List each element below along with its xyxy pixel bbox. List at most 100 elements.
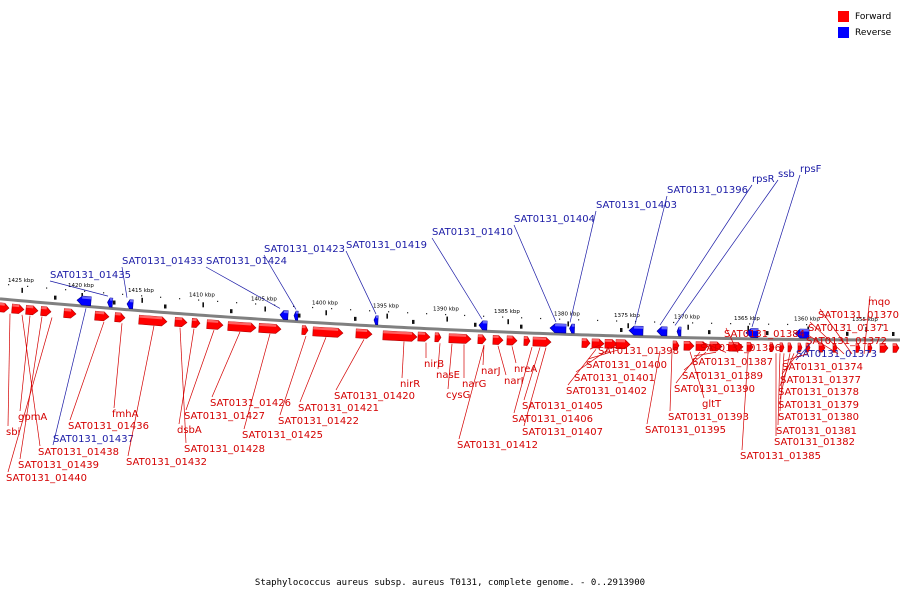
forward-gene-label: SAT0131_01400 <box>586 349 667 371</box>
feature-mark <box>230 309 233 314</box>
scale-tick <box>687 324 689 330</box>
scale-dot <box>673 321 675 324</box>
scale-dot <box>540 317 542 320</box>
scale-tick-label: 1355 kbp <box>852 317 878 323</box>
svg-text:SAT0131_01389: SAT0131_01389 <box>682 371 763 382</box>
scale-tick-label: 1375 kbp <box>614 313 640 319</box>
scale-tick-label: 1395 kbp <box>373 304 399 310</box>
forward-gene-label: nirB <box>424 342 444 370</box>
scale-tick-label: 1385 kbp <box>494 309 520 315</box>
scale-dot <box>464 314 466 317</box>
legend-forward-label: Forward <box>855 11 892 22</box>
svg-text:SAT0131_01437: SAT0131_01437 <box>53 434 134 445</box>
svg-text:SAT0131_01396: SAT0131_01396 <box>667 185 748 196</box>
scale-dot <box>293 305 295 307</box>
scale-dot <box>559 318 561 320</box>
svg-text:SAT0131_01402: SAT0131_01402 <box>566 386 647 397</box>
svg-text:SAT0131_01387: SAT0131_01387 <box>692 357 773 368</box>
scale-tick <box>507 319 509 325</box>
scale-dot <box>255 303 257 305</box>
svg-text:SAT0131_01435: SAT0131_01435 <box>50 270 131 281</box>
reverse-gene-label: SAT0131_01410 <box>431 227 513 320</box>
svg-text:SAT0131_01403: SAT0131_01403 <box>596 200 677 211</box>
svg-text:SAT0131_01385: SAT0131_01385 <box>740 451 821 462</box>
svg-text:SAT0131_01405: SAT0131_01405 <box>522 401 603 412</box>
forward-gene <box>746 342 754 352</box>
forward-gene <box>94 310 110 322</box>
forward-gene <box>855 343 861 353</box>
svg-text:SAT0131_01433: SAT0131_01433 <box>122 256 203 267</box>
forward-gene-label: SAT0131_01421 <box>298 337 379 414</box>
forward-gene-label: SAT0131_01381 <box>776 353 857 437</box>
svg-text:SAT0131_01398: SAT0131_01398 <box>598 346 679 357</box>
svg-text:SAT0131_01423: SAT0131_01423 <box>264 244 345 255</box>
reverse-gene-label: SAT0131_01424 <box>205 256 287 309</box>
svg-text:dsbA: dsbA <box>177 425 202 436</box>
feature-mark <box>164 304 167 309</box>
scale-dot <box>483 315 485 317</box>
forward-gene-label: SAT0131_01427 <box>184 329 265 422</box>
forward-gene <box>523 336 531 346</box>
reverse-gene <box>478 320 488 331</box>
forward-gene-label: SAT0131_01412 <box>457 345 538 451</box>
scale-tick <box>202 302 204 308</box>
forward-gene <box>114 312 126 323</box>
scale-dot <box>122 293 124 295</box>
forward-gene <box>879 343 889 353</box>
forward-gene-label: fmhA <box>112 323 139 420</box>
svg-text:nirR: nirR <box>400 379 420 390</box>
forward-gene-label: SAT0131_01387 <box>692 351 773 368</box>
svg-text:SAT0131_01406: SAT0131_01406 <box>512 414 593 425</box>
svg-text:SAT0131_01404: SAT0131_01404 <box>514 214 595 225</box>
forward-gene-label: SAT0131_01398 <box>589 344 679 357</box>
forward-gene-label: SAT0131_01390 <box>674 351 755 395</box>
forward-gene <box>604 338 618 349</box>
forward-gene-label: SAT0131_01385 <box>740 352 821 462</box>
reverse-gene <box>549 323 567 334</box>
forward-gene <box>63 308 77 319</box>
forward-gene-label: gpmA <box>18 315 47 423</box>
scale-dot <box>806 324 808 326</box>
svg-text:SAT0131_01420: SAT0131_01420 <box>334 391 415 402</box>
reverse-gene-label: rpsF <box>751 164 822 327</box>
forward-gene <box>695 341 709 351</box>
reverse-gene-label: SAT0131_01433 <box>121 256 203 298</box>
scale-dot <box>749 323 751 325</box>
scale-dot <box>844 324 846 326</box>
scale-dot <box>350 309 352 311</box>
forward-gene-label: SAT0131_01439 <box>18 316 99 471</box>
scale-dot <box>388 311 390 313</box>
scale-tick-label: 1420 kbp <box>68 283 94 289</box>
scale-dot <box>312 306 314 309</box>
svg-text:SAT0131_01393: SAT0131_01393 <box>668 412 749 423</box>
svg-text:SAT0131_01427: SAT0131_01427 <box>184 411 265 422</box>
forward-gene <box>40 306 52 317</box>
forward-gene-label: SAT0131_01405 <box>522 347 603 412</box>
forward-gene <box>769 342 775 352</box>
svg-text:SAT0131_01425: SAT0131_01425 <box>242 430 323 441</box>
svg-text:SAT0131_01428: SAT0131_01428 <box>184 444 265 455</box>
scale-dot <box>730 323 732 325</box>
reverse-gene <box>656 326 668 337</box>
scale-dot <box>65 289 67 291</box>
scale-dot <box>597 319 599 322</box>
svg-text:narI: narI <box>504 376 524 387</box>
forward-gene <box>506 335 518 346</box>
svg-text:SAT0131_01372: SAT0131_01372 <box>806 336 887 347</box>
forward-gene-label: narJ <box>481 345 501 377</box>
svg-text:SAT0131_01379: SAT0131_01379 <box>778 400 859 411</box>
scale-dot <box>8 284 10 286</box>
feature-mark <box>354 316 357 321</box>
forward-gene <box>448 333 472 344</box>
forward-gene <box>615 339 631 350</box>
feature-mark <box>54 295 57 300</box>
scale-dot <box>692 322 694 324</box>
scale-tick <box>567 321 569 327</box>
scale-tick-label: 1410 kbp <box>189 292 215 298</box>
svg-text:SAT0131_01377: SAT0131_01377 <box>780 375 861 386</box>
forward-gene-label: SAT0131_01422 <box>278 335 359 427</box>
svg-text:SAT0131_01378: SAT0131_01378 <box>778 387 859 398</box>
svg-text:SAT0131_01432: SAT0131_01432 <box>126 457 207 468</box>
svg-text:SAT0131_01373: SAT0131_01373 <box>796 349 877 360</box>
